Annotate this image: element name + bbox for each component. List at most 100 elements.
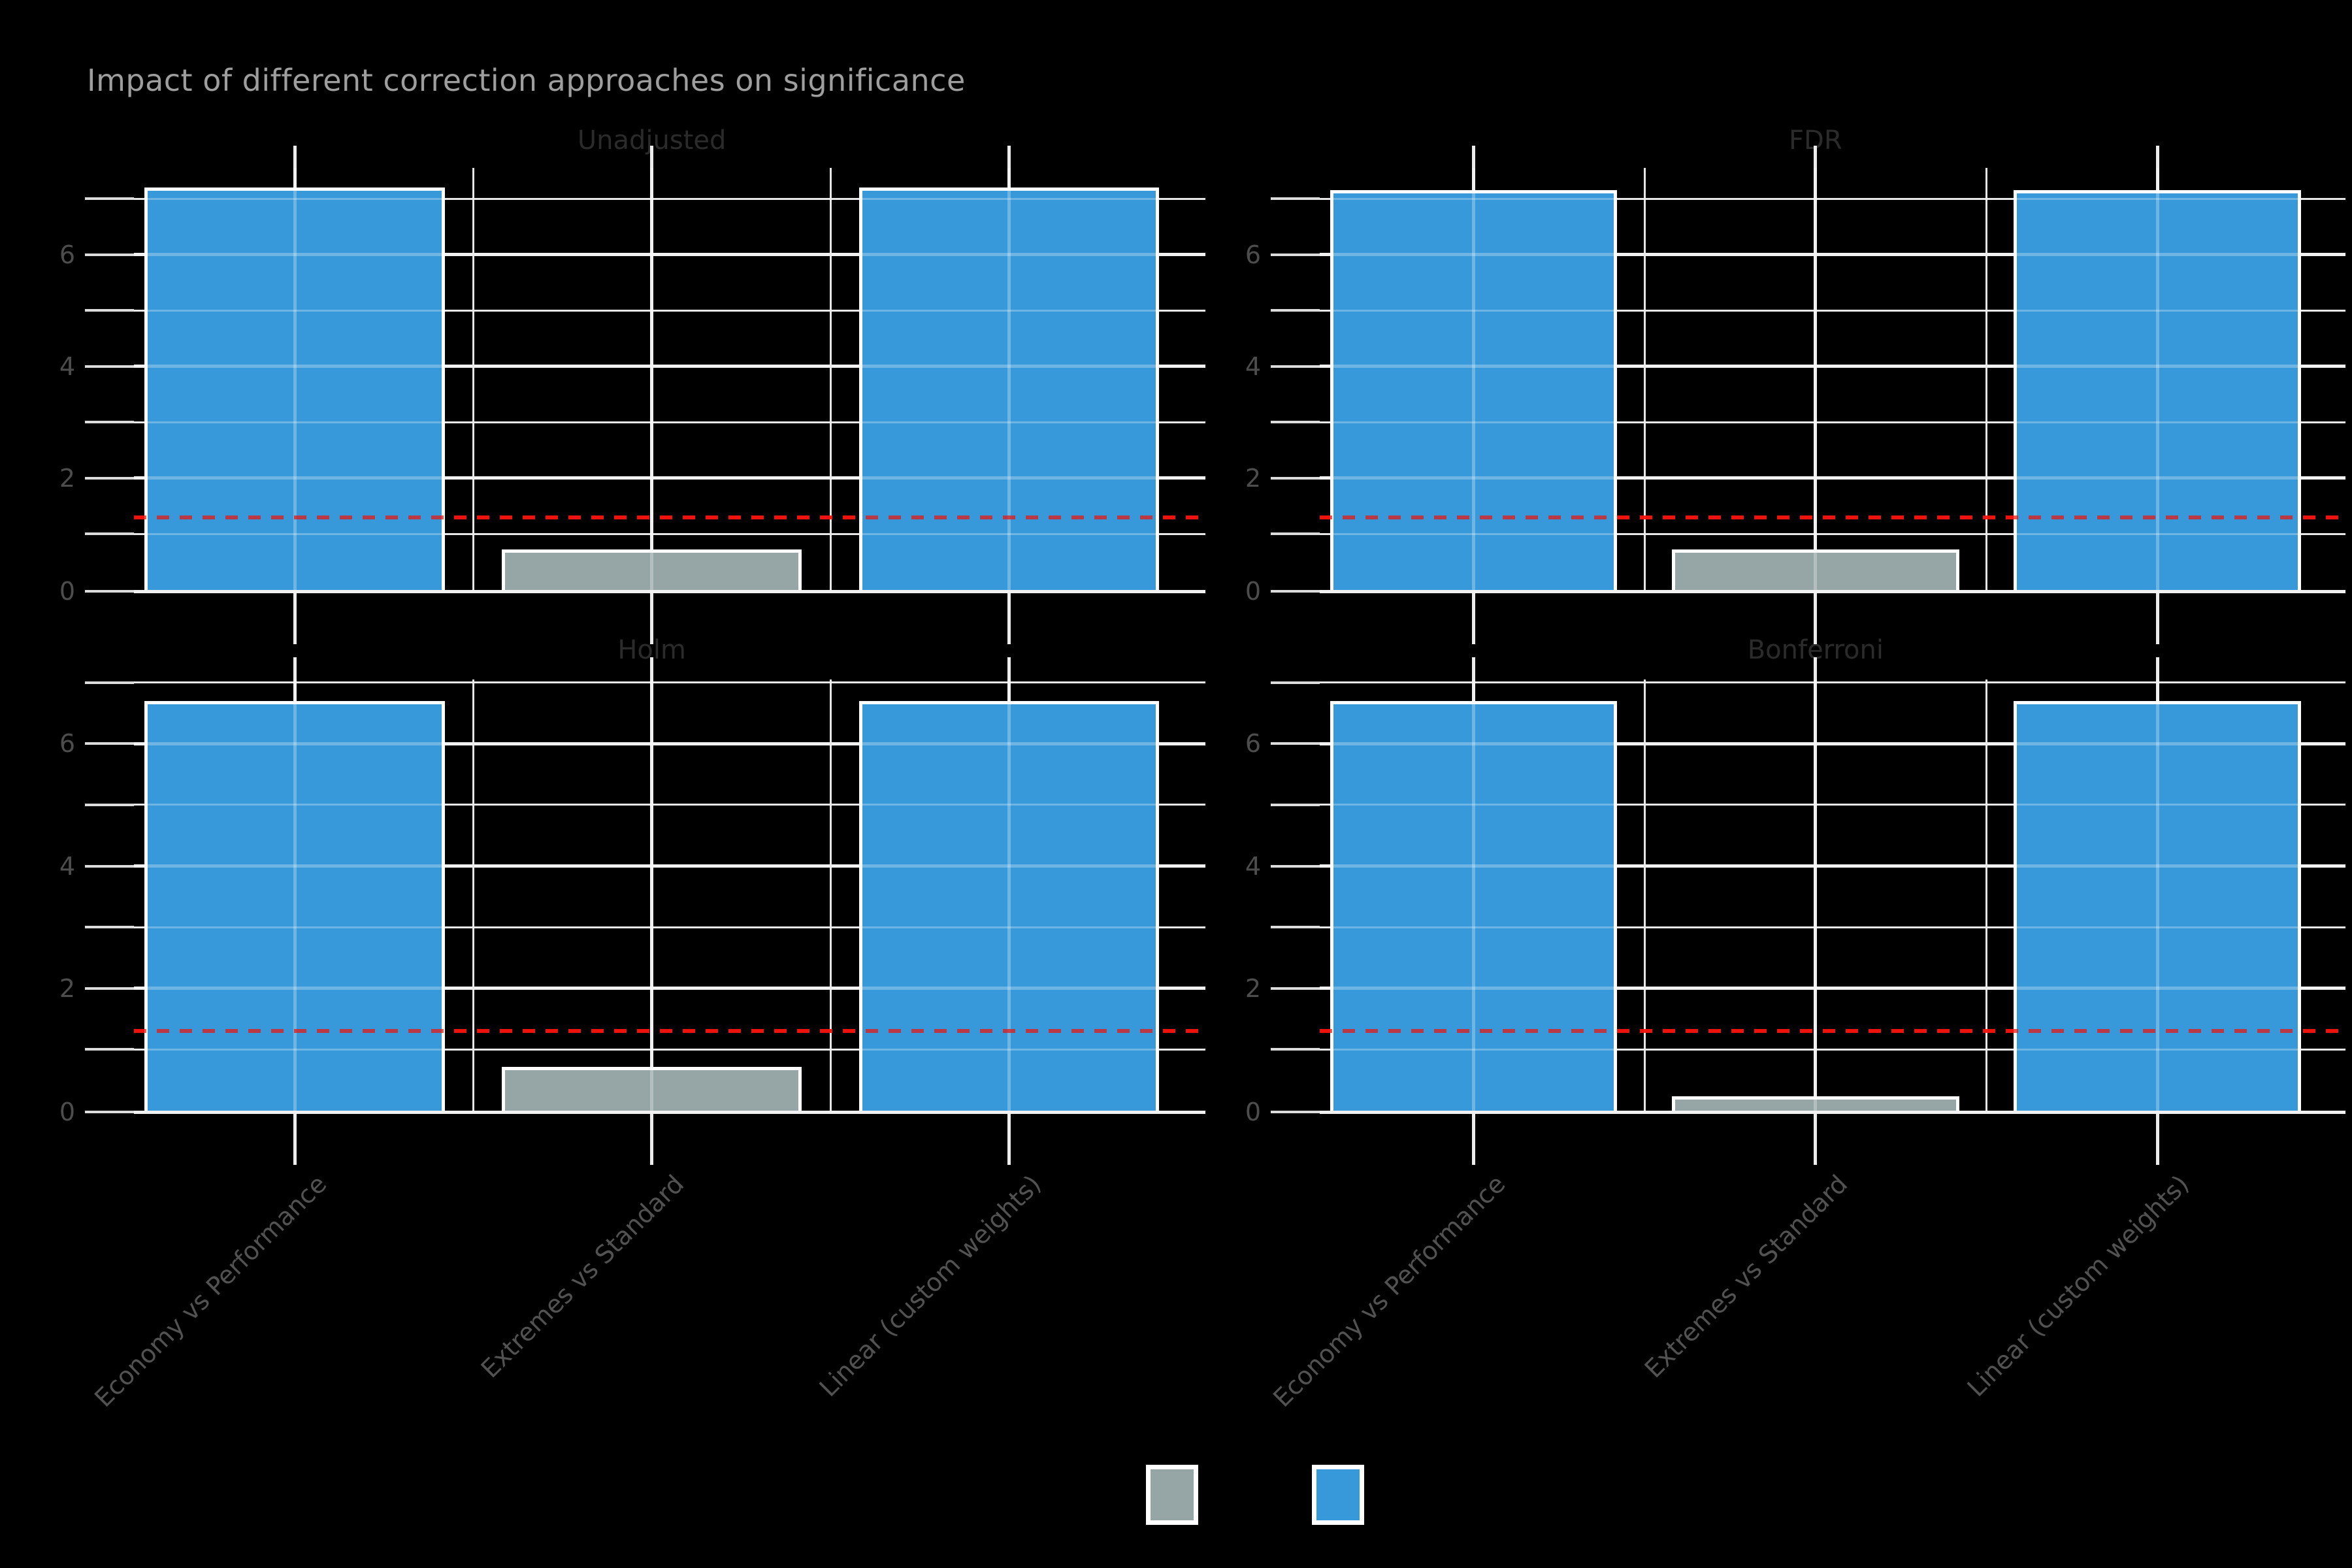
y-axis-tick: [1271, 1111, 1320, 1113]
gridline-overlay: [1320, 476, 2345, 480]
x-axis-tick-bottom: [2155, 1114, 2159, 1165]
gridline-major: [134, 253, 1205, 257]
x-axis-tick-bottom: [1814, 593, 1818, 644]
gridline-major-vertical: [650, 679, 654, 1111]
x-axis-tick-top: [2155, 146, 2159, 168]
gridline-major: [134, 987, 1205, 990]
gridline-minor: [1320, 926, 2345, 928]
x-axis-tick-top: [1472, 657, 1475, 679]
y-axis-tick: [85, 803, 134, 806]
x-axis-tick-top: [1472, 146, 1475, 168]
y-tick-label: 4: [59, 351, 75, 381]
gridline-minor: [134, 926, 1205, 928]
y-axis-tick: [85, 253, 134, 256]
gridline-major: [1320, 742, 2345, 745]
y-axis-tick: [1271, 532, 1320, 536]
y-axis-tick: [85, 365, 134, 368]
gridline-overlay: [134, 1048, 1205, 1051]
x-axis-tick-top: [1814, 146, 1818, 168]
gridline-overlay-vertical: [650, 679, 654, 1111]
x-axis-tick-bottom: [1007, 593, 1011, 644]
gridline-overlay: [1320, 1111, 2345, 1114]
y-axis-tick: [85, 476, 134, 480]
gridline-overlay: [1320, 864, 2345, 868]
gridline-overlay: [1320, 804, 2345, 806]
gridline-major: [1320, 1111, 2345, 1114]
gridline-overlay-vertical: [1643, 168, 1646, 590]
gridline-major: [1320, 365, 2345, 368]
gridline-overlay: [134, 197, 1205, 200]
y-tick-label: 2: [59, 463, 75, 493]
gridline-minor: [134, 532, 1205, 535]
x-axis-tick-top: [1814, 657, 1818, 679]
bar-not-significant: [502, 1066, 802, 1111]
gridline-overlay: [1320, 926, 2345, 928]
x-axis-tick-bottom: [2155, 593, 2159, 644]
y-axis-tick: [1271, 476, 1320, 480]
y-tick-label: 4: [59, 851, 75, 881]
gridline-overlay: [1320, 309, 2345, 312]
y-axis-tick: [1271, 987, 1320, 990]
gridline-major: [1320, 476, 2345, 480]
bar-significant: [144, 700, 445, 1111]
legend-swatch-blue: [1312, 1465, 1364, 1525]
y-axis-tick: [85, 1048, 134, 1051]
x-axis-tick-top: [1007, 657, 1011, 679]
gridline-overlay-vertical: [2155, 679, 2159, 1111]
x-axis-tick-bottom: [1814, 1114, 1818, 1165]
gridline-overlay: [134, 476, 1205, 480]
gridline-overlay-vertical: [472, 679, 474, 1111]
y-tick-label: 0: [1245, 1098, 1261, 1126]
y-axis-tick: [85, 926, 134, 929]
gridline-major-vertical: [1814, 679, 1818, 1111]
gridline-overlay-vertical: [1472, 679, 1475, 1111]
gridline-major: [1320, 590, 2345, 593]
gridline-overlay: [1320, 197, 2345, 200]
threshold-line-overlay: [134, 1029, 1205, 1034]
gridline-overlay: [1320, 365, 2345, 368]
gridline-minor: [134, 197, 1205, 200]
gridline-minor: [1320, 197, 2345, 200]
legend-swatch-gray: [1146, 1465, 1198, 1525]
y-tick-label: 4: [1245, 351, 1261, 381]
gridline-overlay: [1320, 1048, 2345, 1051]
y-tick-label: 0: [59, 577, 75, 606]
y-axis-tick: [85, 590, 134, 593]
gridline-overlay: [1320, 590, 2345, 593]
gridline-minor: [1320, 309, 2345, 312]
x-axis-tick-bottom: [650, 1114, 654, 1165]
y-axis-tick: [1271, 681, 1320, 684]
gridline-overlay: [1320, 532, 2345, 535]
x-category-label: Economy vs Performance: [88, 1169, 333, 1413]
y-axis-tick: [1271, 590, 1320, 593]
gridline-overlay: [1320, 253, 2345, 257]
y-tick-label: 4: [1245, 851, 1261, 881]
gridline-major: [1320, 987, 2345, 990]
gridline-minor-vertical: [829, 168, 832, 590]
x-axis-tick-bottom: [1007, 1114, 1011, 1165]
bar-significant: [858, 187, 1159, 590]
gridline-overlay-vertical: [650, 168, 654, 590]
gridline-major: [134, 365, 1205, 368]
gridline-overlay-vertical: [1814, 679, 1818, 1111]
gridline-minor: [134, 681, 1205, 684]
y-tick-label: 6: [59, 729, 75, 759]
gridline-major-vertical: [1814, 168, 1818, 590]
gridline-overlay-vertical: [829, 168, 832, 590]
gridline-overlay-vertical: [293, 679, 297, 1111]
gridline-overlay: [1320, 421, 2345, 423]
bar-significant: [2014, 700, 2301, 1111]
chart-title: Impact of different correction approache…: [87, 63, 966, 98]
gridline-major: [134, 476, 1205, 480]
threshold-line-overlay: [1320, 1029, 2345, 1034]
y-axis-tick: [85, 1111, 134, 1113]
x-axis-tick-bottom: [293, 593, 297, 644]
gridline-overlay-vertical: [1007, 679, 1011, 1111]
gridline-minor: [1320, 421, 2345, 423]
gridline-minor: [134, 804, 1205, 806]
x-category-label: Linear (custom weights): [813, 1169, 1047, 1403]
y-tick-label: 2: [1245, 973, 1261, 1003]
y-axis-tick: [85, 421, 134, 424]
gridline-major: [1320, 864, 2345, 868]
y-tick-label: 0: [1245, 577, 1261, 606]
